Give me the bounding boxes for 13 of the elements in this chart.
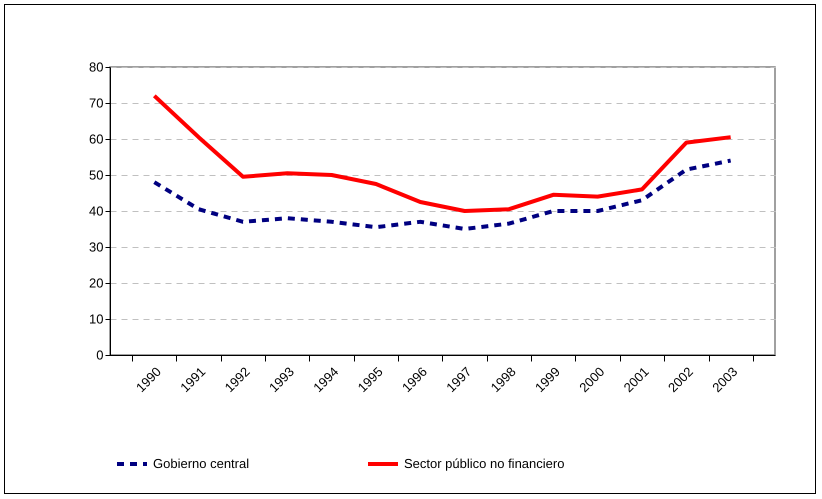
y-tick-label: 30 [89, 240, 104, 254]
line-series [152, 94, 733, 213]
line-series [152, 158, 733, 231]
y-tick-label: 20 [89, 276, 104, 290]
legend-label: Gobierno central [153, 456, 250, 471]
legend-label: Sector público no financiero [404, 456, 564, 471]
y-tick-label: 0 [96, 348, 104, 362]
y-tick-label: 10 [89, 312, 104, 326]
y-tick-label: 50 [89, 168, 104, 182]
y-tick-label: 80 [89, 60, 104, 74]
y-tick-label: 40 [89, 204, 104, 218]
y-tick-label: 60 [89, 132, 104, 146]
y-tick-label: 70 [89, 96, 104, 110]
